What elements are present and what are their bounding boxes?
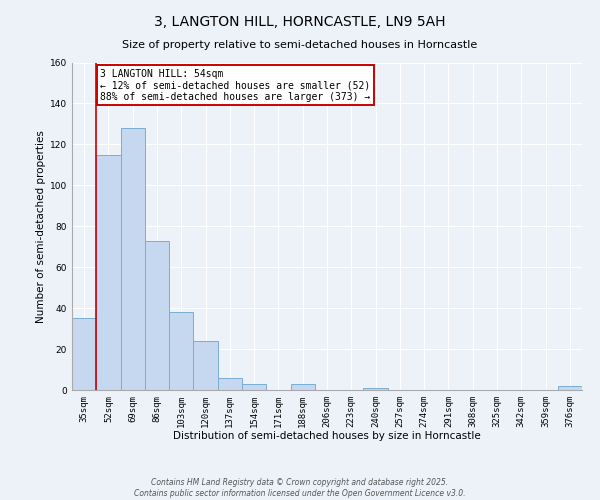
Text: Size of property relative to semi-detached houses in Horncastle: Size of property relative to semi-detach…	[122, 40, 478, 50]
Text: Contains HM Land Registry data © Crown copyright and database right 2025.
Contai: Contains HM Land Registry data © Crown c…	[134, 478, 466, 498]
Bar	[145, 240, 169, 390]
Bar	[242, 384, 266, 390]
Text: 3 LANGTON HILL: 54sqm
← 12% of semi-detached houses are smaller (52)
88% of semi: 3 LANGTON HILL: 54sqm ← 12% of semi-deta…	[100, 68, 370, 102]
X-axis label: Distribution of semi-detached houses by size in Horncastle: Distribution of semi-detached houses by …	[173, 432, 481, 442]
Bar	[72, 318, 96, 390]
Bar	[218, 378, 242, 390]
Bar	[193, 341, 218, 390]
Y-axis label: Number of semi-detached properties: Number of semi-detached properties	[36, 130, 46, 322]
Bar	[121, 128, 145, 390]
Bar	[364, 388, 388, 390]
Bar	[169, 312, 193, 390]
Bar	[558, 386, 582, 390]
Bar	[290, 384, 315, 390]
Text: 3, LANGTON HILL, HORNCASTLE, LN9 5AH: 3, LANGTON HILL, HORNCASTLE, LN9 5AH	[154, 15, 446, 29]
Bar	[96, 154, 121, 390]
